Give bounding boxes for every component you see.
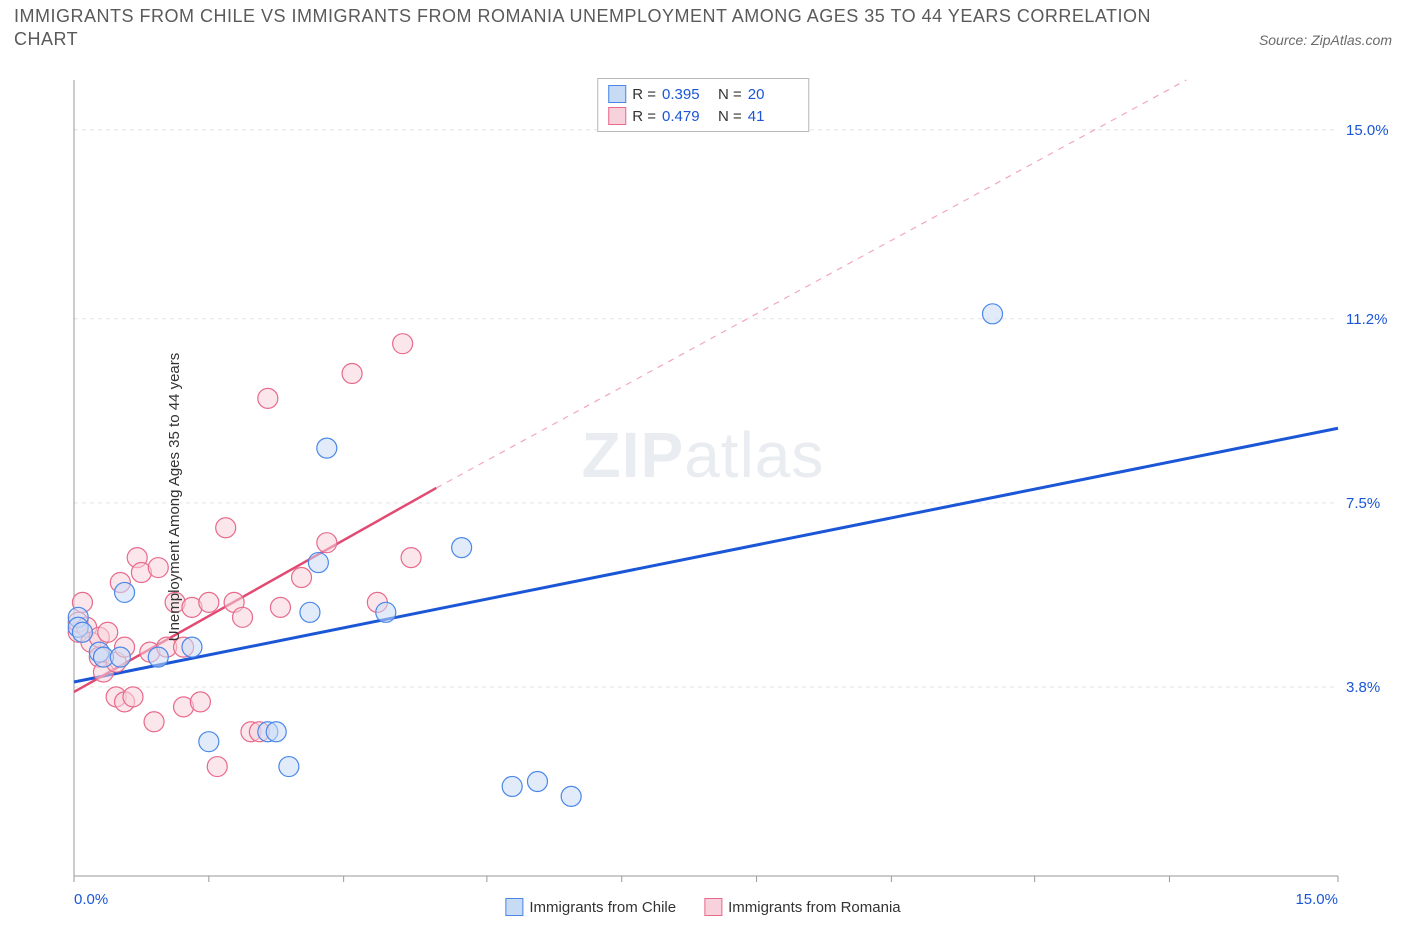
svg-text:15.0%: 15.0% (1295, 891, 1338, 908)
legend-item-chile: Immigrants from Chile (505, 898, 676, 916)
legend-series: Immigrants from Chile Immigrants from Ro… (505, 898, 900, 916)
stat-r-label: R = (632, 86, 656, 103)
source-label: Source: ZipAtlas.com (1259, 32, 1392, 48)
scatter-plot: 3.8% 7.5% 11.2% 15.0% 0.0% 15.0% (14, 78, 1392, 916)
svg-text:11.2%: 11.2% (1346, 311, 1387, 328)
chart-title-line1: Immigrants from Chile vs Immigrants from… (0, 0, 1406, 29)
subtitle-row: Chart Source: ZipAtlas.com (0, 29, 1406, 56)
legend-label-chile: Immigrants from Chile (529, 899, 676, 916)
legend-stats-row-romania: R = 0.479 N = 41 (608, 105, 798, 127)
svg-text:15.0%: 15.0% (1346, 122, 1389, 139)
swatch-blue-icon (608, 85, 626, 103)
legend-label-romania: Immigrants from Romania (728, 899, 901, 916)
swatch-pink-icon (704, 898, 722, 916)
legend-stats: R = 0.395 N = 20 R = 0.479 N = 41 (597, 78, 809, 132)
chart-title-line2: Chart (14, 29, 78, 50)
stat-n-chile: 20 (748, 86, 798, 103)
stat-n-romania: 41 (748, 108, 798, 125)
y-axis-label: Unemployment Among Ages 35 to 44 years (166, 353, 183, 642)
swatch-blue-icon (505, 898, 523, 916)
swatch-pink-icon (608, 107, 626, 125)
svg-text:0.0%: 0.0% (74, 891, 108, 908)
svg-text:3.8%: 3.8% (1346, 679, 1380, 696)
stat-n-label: N = (718, 108, 742, 125)
chart-container: Unemployment Among Ages 35 to 44 years Z… (14, 78, 1392, 916)
legend-stats-row-chile: R = 0.395 N = 20 (608, 83, 798, 105)
svg-text:7.5%: 7.5% (1346, 495, 1380, 512)
stat-r-chile: 0.395 (662, 86, 712, 103)
stat-r-label: R = (632, 108, 656, 125)
legend-item-romania: Immigrants from Romania (704, 898, 901, 916)
stat-r-romania: 0.479 (662, 108, 712, 125)
stat-n-label: N = (718, 86, 742, 103)
